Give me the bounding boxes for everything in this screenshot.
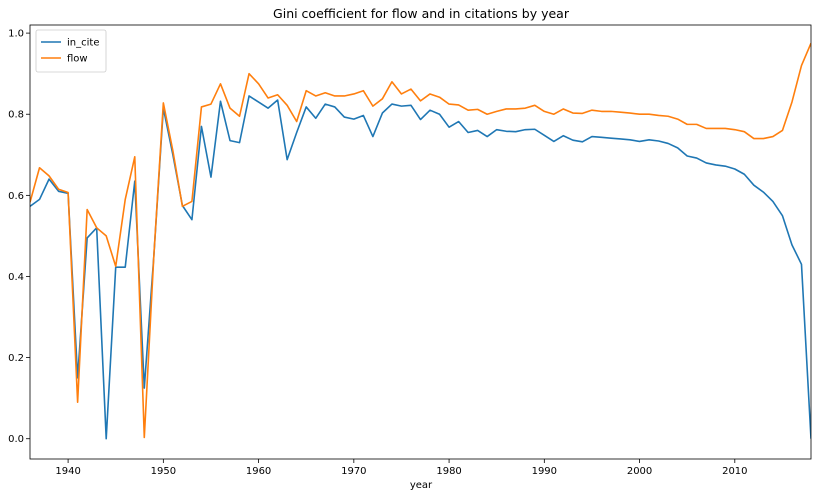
y-tick-label: 0.6 bbox=[8, 191, 24, 202]
x-tick-label: 2010 bbox=[722, 466, 747, 477]
x-tick-label: 2000 bbox=[627, 466, 652, 477]
chart-title: Gini coefficient for flow and in citatio… bbox=[273, 6, 570, 21]
x-tick-label: 1980 bbox=[436, 466, 461, 477]
y-tick-label: 0.8 bbox=[8, 110, 24, 121]
y-tick-label: 0.4 bbox=[8, 272, 24, 283]
x-tick-label: 1940 bbox=[55, 466, 80, 477]
legend-label: in_cite bbox=[67, 38, 99, 49]
plot-area: 1940 1950 1960 1970 1980 1990 2000 2010 0.0 0.2 0.… bbox=[8, 24, 812, 477]
x-tick-label: 1990 bbox=[532, 466, 557, 477]
y-tick-label: 0.0 bbox=[8, 434, 24, 445]
plot-frame bbox=[29, 24, 812, 460]
series-line-flow bbox=[30, 42, 811, 439]
x-tick-label: 1970 bbox=[341, 466, 366, 477]
y-tick-label: 0.2 bbox=[8, 353, 24, 364]
legend-box bbox=[35, 29, 107, 73]
legend-label: flow bbox=[67, 54, 88, 65]
x-axis-label: year bbox=[410, 480, 433, 491]
y-tick-label: 1.0 bbox=[8, 29, 24, 40]
x-tick-label: 1960 bbox=[246, 466, 271, 477]
x-tick-label: 1950 bbox=[151, 466, 176, 477]
